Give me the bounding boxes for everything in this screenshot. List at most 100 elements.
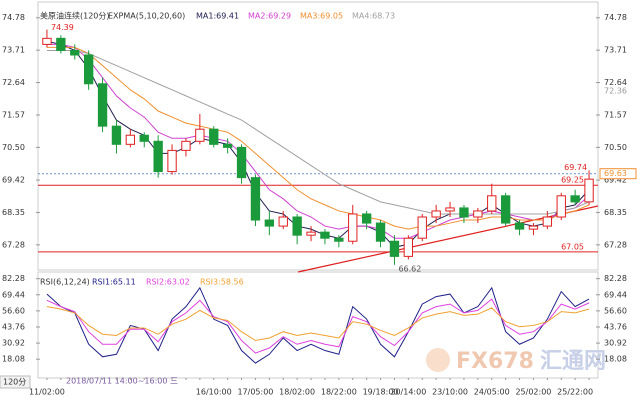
legend-entry: RSI1:65.11	[92, 278, 136, 287]
candle-body	[570, 195, 580, 203]
y-tick-label: 68.35	[604, 208, 627, 217]
candle-body	[167, 149, 177, 173]
prev-close-label: 72.36	[604, 87, 627, 96]
price-panel	[37, 1, 599, 271]
y-tick-label: 69.42	[2, 176, 25, 185]
cursor-label: 2018/07/11 14:00~16:00 三	[66, 377, 178, 386]
y-tick-label: 67.28	[604, 240, 627, 249]
y-tick-label: 30.92	[604, 339, 627, 348]
x-tick-label: 18/22:00	[321, 388, 357, 397]
period: 120分	[3, 378, 26, 387]
candle-body	[389, 240, 400, 257]
candle-body	[528, 225, 539, 230]
x-tick-label: 16/10:00	[196, 388, 232, 397]
last-high-label: 69.74	[564, 163, 587, 172]
candle-body	[153, 140, 163, 173]
y-tick-label: 70.50	[2, 143, 25, 152]
x-tick-label: 25/02:00	[515, 388, 551, 397]
x-tick-label: 24/05:00	[474, 388, 510, 397]
y-tick-label: 72.64	[2, 78, 25, 87]
candle-body	[487, 195, 497, 212]
level-label: 69.63	[604, 169, 627, 178]
x-tick-label: 17/05:00	[237, 388, 273, 397]
ma-line	[46, 49, 590, 215]
candle-body	[334, 237, 344, 242]
y-tick-label: 82.28	[604, 274, 627, 283]
legend-entry: RSI3:58.56	[200, 278, 244, 287]
candle-body	[250, 177, 261, 221]
candle-body	[125, 134, 136, 145]
y-tick-label: 30.92	[2, 339, 25, 348]
y-tick-label: 68.35	[2, 208, 25, 217]
y-tick-label: 70.50	[604, 143, 627, 152]
y-tick-label: 67.28	[2, 240, 25, 249]
legend-entry: MA4:68.73	[352, 12, 395, 21]
candle-body	[222, 143, 233, 148]
candle-body	[556, 195, 566, 218]
y-tick-label: 74.78	[604, 13, 627, 22]
x-tick-label: 23/10:00	[432, 388, 468, 397]
low-label: 66.62	[398, 264, 421, 273]
y-tick-label: 43.76	[2, 322, 25, 331]
legend-entry: MA1:69.41	[196, 12, 239, 21]
y-tick-label: 18.08	[604, 355, 627, 364]
watermark-logo	[426, 348, 450, 372]
rsi-line	[46, 306, 590, 342]
y-tick-label: 56.60	[604, 306, 627, 315]
y-tick-label: 69.44	[2, 290, 25, 299]
chart-title: 美原油连续(120分)	[40, 11, 110, 21]
watermark: 汇通网	[540, 349, 606, 374]
rsi-line	[46, 286, 590, 364]
y-tick-label: 71.57	[2, 110, 25, 119]
level-label: 67.05	[561, 242, 584, 251]
y-tick-label: 18.08	[2, 355, 25, 364]
candle-body	[97, 83, 108, 127]
watermark: FX678	[456, 349, 534, 374]
candle-body	[111, 125, 122, 145]
candle-body	[70, 49, 80, 56]
x-tick-label: 19/18:00	[363, 388, 399, 397]
legend-entry: RSI2:63.02	[146, 278, 190, 287]
x-tick-label: 11/02:00	[29, 388, 65, 397]
y-tick-label: 69.42	[604, 176, 627, 185]
candle-body	[361, 213, 372, 224]
level-label: 69.25	[561, 176, 584, 185]
y-tick-label: 73.71	[2, 46, 25, 55]
ma-line	[46, 46, 590, 230]
high-label: 74.39	[51, 23, 74, 32]
candle-body	[306, 231, 316, 236]
period-box	[0, 375, 31, 389]
y-tick-label: 72.64	[604, 78, 627, 87]
candle-body	[500, 195, 511, 224]
y-tick-label: 71.57	[604, 110, 627, 119]
candle-body	[278, 216, 288, 227]
candle-body	[181, 140, 191, 151]
y-tick-label: 82.28	[2, 274, 25, 283]
legend-entry: MA2:69.29	[248, 12, 291, 21]
candle-body	[264, 219, 275, 227]
candle-body	[445, 207, 455, 212]
candle-body	[514, 222, 525, 230]
rsi-indicator-name: RSI(6,12,24)	[40, 278, 90, 287]
candle-body	[403, 237, 414, 257]
candle-body	[292, 216, 302, 236]
candle-body	[584, 178, 594, 203]
candle-body	[320, 231, 330, 239]
y-tick-label: 73.71	[604, 46, 627, 55]
indicator-name: EXPMA(5,10,20,60)	[108, 12, 185, 21]
candle-body	[375, 222, 386, 242]
candle-body	[473, 210, 483, 218]
x-tick-label: 20/14:00	[390, 388, 426, 397]
ma-line	[46, 40, 590, 248]
rsi-panel	[37, 271, 599, 379]
candle-body	[56, 37, 66, 51]
rsi-line	[46, 298, 590, 354]
candle-body	[417, 216, 427, 239]
candle-body	[542, 216, 553, 227]
y-tick-label: 69.44	[604, 290, 627, 299]
candle-body	[83, 54, 94, 85]
candle-body	[459, 207, 469, 218]
legend-entry: MA3:69.05	[300, 12, 343, 21]
